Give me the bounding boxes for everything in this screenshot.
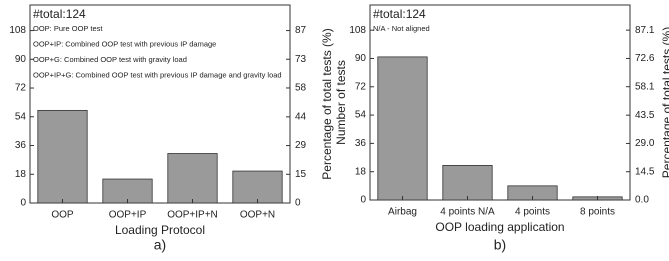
x-tick-label: 4 points N/A (440, 207, 495, 218)
y-tick-label: 18 (15, 169, 27, 180)
y-tick-label: 36 (15, 140, 27, 151)
x-tick-label: 8 points (580, 207, 615, 218)
y2-tick-label: 73 (295, 54, 307, 65)
bar (377, 56, 428, 201)
y2-tick-label: 14.5 (635, 166, 655, 177)
y-tick-label: 90 (15, 54, 27, 65)
y-tick-label: 108 (349, 25, 366, 36)
x-axis-label: OOP loading application (435, 220, 564, 234)
y-tick-label: 72 (355, 81, 367, 92)
x-tick-label: OOP+IP+N (167, 210, 218, 221)
y2-tick-label: 44 (295, 112, 307, 123)
y-tick-label: 54 (355, 110, 367, 121)
annotation: OOP+IP: Combined OOP test with previous … (33, 39, 216, 48)
y-tick-label: 72 (15, 83, 27, 94)
plot-frame (29, 4, 291, 204)
annotation: OOP+IP+G: Combined OOP test with previou… (33, 70, 282, 79)
caption: b) (494, 237, 506, 253)
y-tick-label: 0 (360, 195, 366, 206)
annotation: OOP+G: Combined OOP test with gravity lo… (33, 55, 187, 64)
y2-axis-label: Percentage of total tests (%) (320, 28, 334, 179)
x-tick-label: OOP+IP (109, 210, 147, 221)
y2-tick-label: 0 (295, 198, 301, 209)
total-label: #total:124 (373, 7, 426, 21)
y-tick-label: 108 (9, 25, 26, 36)
y2-tick-label: 87 (295, 25, 307, 36)
y2-tick-label: 58.1 (635, 81, 655, 92)
annotation: N/A - Not aligned (373, 24, 430, 33)
annotation: OOP: Pure OOP test (33, 24, 103, 33)
caption: a) (154, 237, 166, 253)
bar (37, 109, 88, 204)
y-tick-label: 54 (15, 111, 27, 122)
y2-tick-label: 15 (295, 169, 307, 180)
x-tick-label: OOP (51, 210, 74, 221)
y2-tick-label: 72.6 (635, 53, 655, 64)
y-tick-label: 36 (355, 138, 367, 149)
plot-frame (369, 4, 631, 201)
y2-tick-label: 87.1 (635, 25, 655, 36)
y-tick-label: 90 (355, 53, 367, 64)
bar (442, 165, 493, 201)
y2-tick-label: 0.0 (635, 195, 649, 206)
y-axis-label: Number of tests (334, 60, 348, 145)
y2-tick-label: 43.5 (635, 110, 655, 121)
total-label: #total:124 (33, 7, 86, 21)
x-tick-label: 4 points (515, 207, 550, 218)
y2-tick-label: 29.0 (635, 138, 655, 149)
y2-axis-label: Percentage of total tests (%) (660, 27, 669, 178)
x-axis-label: Loading Protocol (115, 223, 205, 237)
y2-tick-label: 58 (295, 83, 307, 94)
y2-tick-label: 29 (295, 140, 307, 151)
x-tick-label: Airbag (388, 207, 417, 218)
y-tick-label: 0 (20, 198, 26, 209)
bar (167, 153, 218, 204)
y-tick-label: 18 (355, 166, 367, 177)
x-tick-label: OOP+N (240, 210, 275, 221)
bar (232, 170, 283, 204)
